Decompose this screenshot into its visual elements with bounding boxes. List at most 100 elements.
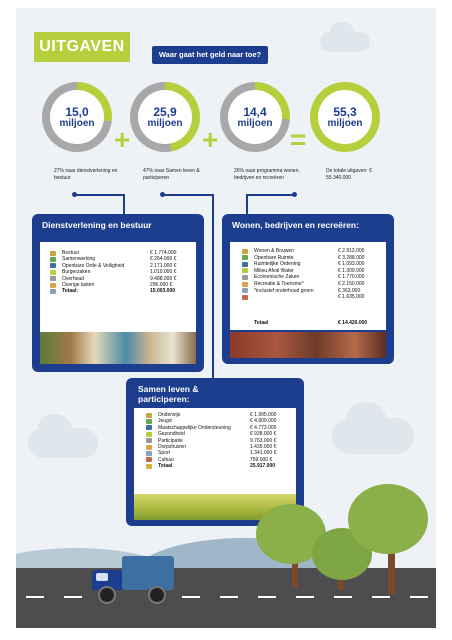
row-label: Sport [158, 450, 170, 457]
connector-line [246, 194, 248, 214]
lane-marking [220, 596, 238, 598]
row-label: Burgerzaken [62, 269, 91, 276]
lane-marking [334, 596, 352, 598]
row-icon [146, 444, 152, 450]
row-label: Bestuur [62, 250, 80, 256]
lane-marking [258, 596, 276, 598]
connector-line [246, 194, 294, 196]
ring-dienstverlening: 15,0 miljoen [42, 82, 112, 152]
ring-samen-leven: 25,9 miljoen [130, 82, 200, 152]
row-amount: € 264.000 € [150, 256, 177, 263]
row-amount: € 2.912.000 [338, 248, 365, 254]
row-label: Cultuur [158, 456, 175, 463]
ring-value: 15,0 [65, 104, 89, 119]
page-title: UITGAVEN [34, 32, 130, 62]
infographic-page: UITGAVEN Waar gaat het geld naar toe? 15… [16, 8, 436, 628]
tree-trunk [292, 548, 298, 588]
row-icon [50, 256, 56, 262]
row-amount: € 1.770.000 [338, 274, 365, 281]
photo-houses [230, 332, 386, 358]
row-amount: 9.763.000 € [250, 437, 277, 444]
row-label: *inclusief onderhoud groen [254, 287, 314, 294]
question-banner: Waar gaat het geld naar toe? [152, 46, 268, 64]
card-title: Wonen, bedrijven en recreëren: [232, 220, 359, 230]
row-icon [146, 412, 152, 418]
row-label: Recreatie & Toerisme* [254, 281, 304, 287]
row-amount: € 4.909.000 [250, 418, 277, 425]
connector-line [212, 194, 214, 378]
lane-marking [410, 596, 428, 598]
row-icon [242, 281, 248, 287]
row-amount: 1.439.000 € [250, 444, 277, 450]
plus-sign: + [114, 124, 131, 155]
row-icon [242, 288, 248, 294]
row-label: Economische Zaken [254, 274, 300, 281]
row-label: Ruimtelijke Ordening [254, 261, 301, 268]
row-amount: € 3.288.000 [338, 254, 365, 261]
row-icon [50, 263, 56, 269]
connector-line [123, 194, 125, 214]
note-dienstverlening: 27% naar dienstverlening en bestuur [54, 168, 118, 181]
row-amount: 15.003.000 [150, 288, 176, 295]
equals-sign: = [290, 124, 307, 155]
row-label: Openbare Ruimte [254, 254, 294, 261]
row-amount: 759.000 € [250, 456, 273, 463]
lane-marking [182, 596, 200, 598]
row-icon [146, 457, 152, 463]
tree-icon [348, 484, 428, 554]
row-icon [50, 250, 56, 256]
ring-unit: miljoen [237, 117, 273, 129]
ring-wonen: 14,4 miljoen [220, 82, 290, 152]
row-amount: 296.000 € [150, 282, 173, 288]
row-amount: € 363.000 [338, 287, 361, 294]
road [16, 568, 436, 628]
card-title: Dienstverlening en bestuur [42, 220, 152, 230]
row-amount: € 1.995.000 [250, 412, 277, 418]
row-label: Totaal: [62, 288, 79, 295]
row-amount: € 2.150.000 [338, 281, 365, 287]
row-icon [146, 463, 152, 469]
row-label: Gezondheid [158, 431, 185, 438]
card-body [230, 242, 386, 330]
total-label: Totaal [254, 320, 269, 326]
connector-dot [160, 192, 165, 197]
row-label: Dorpshuizen [158, 444, 187, 450]
ring-unit: miljoen [59, 117, 95, 129]
row-icon [146, 438, 152, 444]
total-amount: € 14.420.000 [338, 320, 368, 326]
row-amount: € 938.000 € [250, 431, 277, 438]
connector-line [74, 194, 124, 196]
cloud-left [38, 414, 72, 442]
row-amount: € 1.093.000 [338, 261, 365, 268]
row-label: Samenwerking [62, 256, 96, 263]
connector-line [162, 194, 212, 196]
card-wonen: Wonen, bedrijven en recreëren: [222, 214, 394, 364]
card-title: Samen leven & participeren: [138, 384, 199, 404]
row-label: Maatschappelijke Ondersteuning [158, 424, 231, 431]
lane-marking [26, 596, 44, 598]
ring-value: 55,3 [333, 104, 357, 119]
row-label: Participatie [158, 437, 183, 444]
ring-unit: miljoen [327, 117, 363, 129]
row-icon [242, 274, 248, 280]
row-amount: 1.010.000 € [150, 269, 177, 276]
note-wonen: 26% naar programma wonen, bedrijven en r… [234, 168, 300, 181]
row-icon [146, 418, 152, 424]
lane-marking [372, 596, 390, 598]
row-icon [50, 282, 56, 288]
row-amount: 9.488.000 € [150, 275, 177, 282]
row-icon [242, 248, 248, 254]
card-samen-leven: Samen leven & participeren: [126, 378, 304, 526]
row-icon [242, 268, 248, 274]
row-icon [146, 450, 152, 456]
connector-dot [72, 192, 77, 197]
row-amount: € 1.309.000 [338, 267, 365, 274]
row-amount: 1.341.000 € [250, 450, 277, 457]
row-label: Jeugd [158, 418, 172, 425]
cloud-top-right [330, 22, 354, 42]
card-body [40, 242, 196, 332]
row-label: Onderwijs [158, 412, 181, 418]
row-label: Milieu Afval Water [254, 267, 294, 274]
ring-value: 25,9 [153, 104, 177, 119]
row-label: Overhead [62, 275, 84, 282]
